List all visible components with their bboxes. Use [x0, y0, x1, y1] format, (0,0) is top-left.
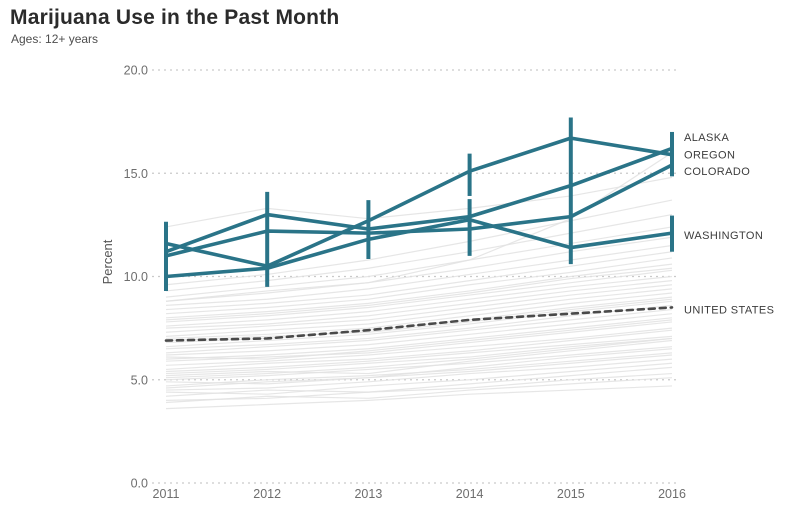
background-state-line [165, 292, 673, 340]
background-state-line [165, 284, 673, 333]
background-state-line [165, 335, 673, 373]
background-state-line [165, 346, 673, 381]
background-state-line [165, 358, 673, 391]
background-state-line [165, 372, 673, 401]
series-line-oregon [164, 136, 674, 268]
background-state-line [165, 288, 673, 337]
page-title: Marijuana Use in the Past Month [10, 6, 340, 29]
background-state-line [165, 337, 673, 375]
background-state-line [165, 354, 673, 389]
x-tick-label: 2013 [354, 487, 382, 501]
x-tick-label: 2011 [153, 487, 180, 501]
background-state-line [165, 236, 673, 302]
background-state-line [165, 337, 673, 379]
background-state-line [165, 251, 673, 311]
background-state-line [165, 327, 673, 366]
series-line-united-states [164, 306, 674, 342]
x-tick-label: 2016 [658, 487, 686, 501]
y-axis-title: Percent [100, 239, 115, 284]
background-state-line [165, 339, 673, 377]
y-tick-label: 15.0 [124, 167, 148, 181]
background-state-line [165, 267, 673, 321]
background-state-line [165, 308, 673, 354]
background-state-line [165, 257, 673, 315]
background-state-line [165, 385, 673, 410]
background-state-line [165, 366, 673, 397]
background-state-line [165, 275, 673, 327]
background-state-line [165, 298, 673, 342]
series-line-alaska [164, 146, 674, 254]
background-state-line [165, 321, 673, 362]
background-state-line [165, 317, 673, 360]
x-tick-label: 2015 [557, 487, 585, 501]
series-label-oregon: OREGON [684, 150, 735, 162]
y-tick-label: 10.0 [124, 270, 148, 284]
background-state-line [165, 263, 673, 319]
background-state-line [165, 313, 673, 356]
x-tick-label: 2014 [456, 487, 484, 501]
background-state-line [165, 199, 673, 286]
background-state-line [165, 269, 673, 323]
series-label-colorado: COLORADO [684, 166, 750, 178]
x-tick-label: 2012 [253, 487, 281, 501]
background-state-line [165, 176, 673, 228]
background-state-line [165, 280, 673, 329]
background-state-line [165, 319, 673, 360]
y-tick-label: 20.0 [124, 64, 148, 78]
background-state-line [165, 213, 673, 292]
background-state-line [165, 377, 673, 404]
series-label-washington: WASHINGTON [684, 230, 763, 242]
y-tick-label: 5.0 [131, 373, 148, 387]
series-line-washington [164, 217, 674, 279]
background-state-line [165, 226, 673, 298]
background-state-line [165, 362, 673, 395]
background-state-line [165, 348, 673, 385]
background-state-line [165, 300, 673, 348]
background-state-line [165, 244, 673, 307]
background-state-line [165, 304, 673, 350]
series-label-alaska: ALASKA [684, 132, 729, 144]
series-label-united-states: UNITED STATES [684, 305, 774, 317]
page-subtitle: Ages: 12+ years [11, 32, 99, 46]
y-tick-label: 0.0 [131, 477, 148, 491]
background-state-line [165, 329, 673, 371]
